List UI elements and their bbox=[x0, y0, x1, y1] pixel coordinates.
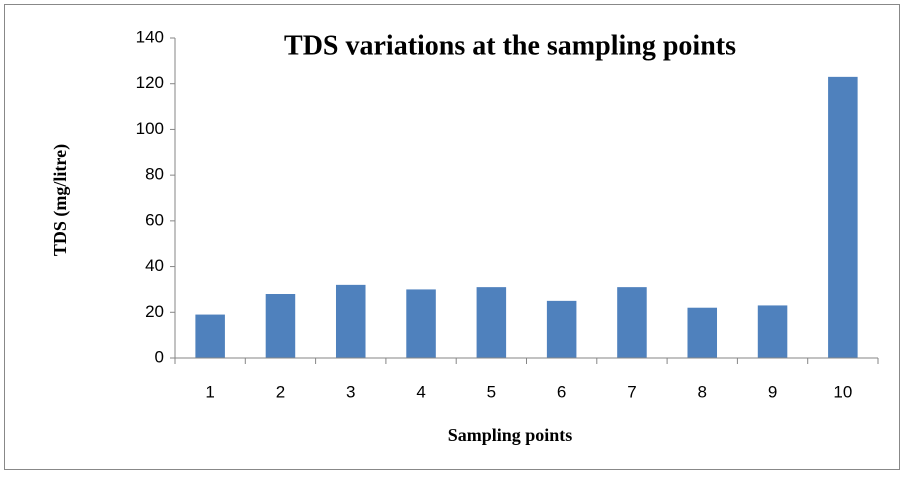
bar bbox=[265, 294, 296, 358]
bar bbox=[335, 284, 366, 358]
bar bbox=[546, 300, 577, 358]
chart-title: TDS variations at the sampling points bbox=[284, 30, 736, 61]
x-tick-label: 4 bbox=[416, 382, 425, 401]
x-tick-label: 1 bbox=[205, 382, 214, 401]
x-tick-label: 10 bbox=[833, 382, 852, 401]
y-tick-label: 80 bbox=[145, 165, 164, 184]
bar bbox=[195, 314, 225, 358]
y-tick-label: 120 bbox=[136, 73, 164, 92]
y-tick-label: 20 bbox=[145, 302, 164, 321]
bar bbox=[617, 287, 647, 358]
x-tick-label: 7 bbox=[627, 382, 636, 401]
chart-border bbox=[4, 4, 900, 470]
x-tick-label: 8 bbox=[698, 382, 707, 401]
x-tick-label: 5 bbox=[487, 382, 496, 401]
y-tick-label: 40 bbox=[145, 256, 164, 275]
x-tick-label: 6 bbox=[557, 382, 566, 401]
bar bbox=[828, 76, 858, 358]
y-axis-label: TDS (mg/litre) bbox=[50, 144, 71, 256]
x-tick-label: 3 bbox=[346, 382, 355, 401]
x-tick-label: 9 bbox=[768, 382, 777, 401]
bar bbox=[687, 307, 718, 358]
x-tick-label: 2 bbox=[276, 382, 285, 401]
x-axis-label: Sampling points bbox=[448, 425, 573, 445]
y-tick-label: 140 bbox=[136, 27, 164, 46]
bar bbox=[476, 287, 507, 358]
y-tick-label: 0 bbox=[155, 347, 164, 366]
y-tick-label: 60 bbox=[145, 210, 164, 229]
y-tick-label: 100 bbox=[136, 119, 164, 138]
bar bbox=[757, 305, 788, 358]
bar bbox=[406, 289, 436, 358]
